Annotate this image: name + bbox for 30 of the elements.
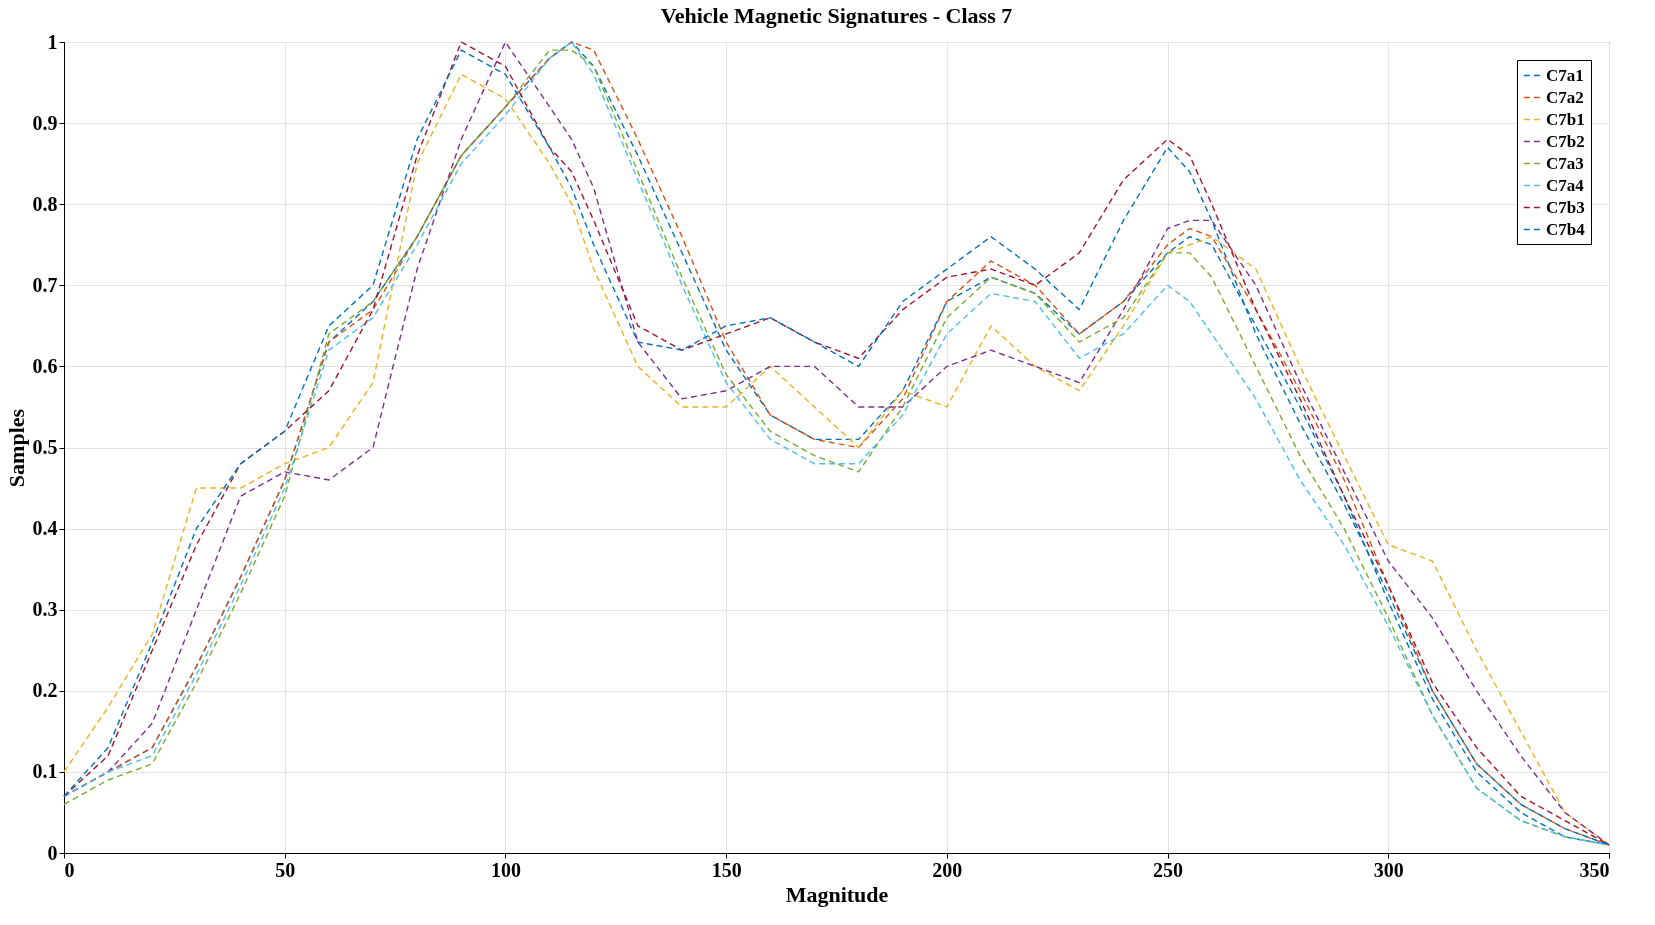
x-tick-label: 150	[711, 858, 742, 881]
x-tick-label: 100	[490, 858, 521, 881]
x-tick-label: 250	[1153, 858, 1184, 881]
x-axis-title: Magnitude	[785, 881, 889, 907]
y-axis-title: Samples	[3, 408, 29, 488]
legend-label: C7b2	[1546, 131, 1585, 151]
legend-label: C7a2	[1546, 87, 1584, 107]
y-tick-label: 0.9	[32, 111, 58, 134]
legend-label: C7b3	[1546, 197, 1585, 217]
y-tick-label: 0.5	[32, 436, 58, 458]
y-tick-label: 0.3	[32, 598, 58, 621]
y-tick-label: 0	[47, 841, 58, 864]
legend-label: C7b1	[1546, 109, 1585, 129]
legend-label: C7a1	[1546, 65, 1584, 85]
x-tick-label: 50	[275, 858, 296, 881]
chart-title: Vehicle Magnetic Signatures - Class 7	[660, 3, 1013, 28]
y-tick-label: 0.6	[32, 354, 58, 377]
legend-label: C7a4	[1546, 175, 1585, 195]
x-tick-label: 0	[64, 858, 75, 881]
x-tick-label: 300	[1373, 858, 1404, 881]
y-tick-label: 0.2	[32, 679, 58, 702]
y-tick-label: 0.1	[32, 760, 58, 783]
x-tick-label: 200	[932, 858, 963, 881]
y-tick-label: 0.7	[32, 273, 58, 296]
x-tick-label: 350	[1579, 858, 1610, 881]
y-tick-label: 0.8	[32, 192, 58, 215]
y-tick-label: 1	[47, 30, 58, 53]
y-tick-label: 0.4	[32, 517, 58, 540]
legend-label: C7a3	[1546, 153, 1584, 173]
legend-label: C7b4	[1546, 219, 1586, 239]
